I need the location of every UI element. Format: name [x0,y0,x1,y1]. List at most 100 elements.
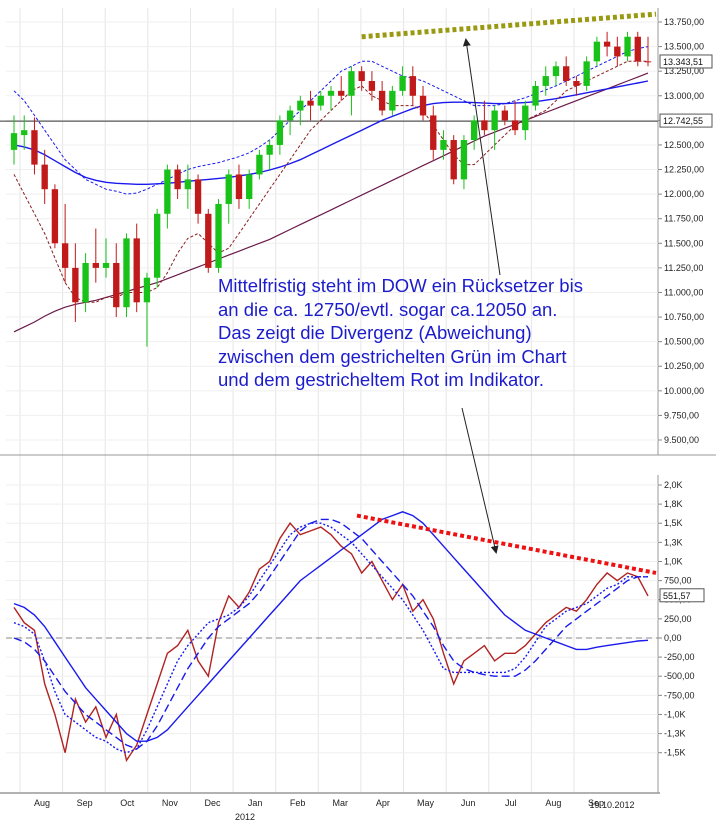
grid [0,8,716,794]
month-label: Feb [290,798,306,808]
indicator-divergence-trendline [356,513,657,575]
candle-body [133,238,140,303]
candle-body [419,95,427,116]
annotation-line-4: zwischen dem gestrichelten Grün im Chart [218,345,567,367]
candle [552,61,560,86]
candle [470,115,478,150]
candle [286,105,294,136]
candle-body [164,169,171,214]
candle-body [368,81,376,91]
candle [266,140,273,170]
candle [634,31,641,67]
candle-body [235,174,243,200]
indicator-tick-label: -1,3K [664,729,686,739]
indicator-axis: -1,5K -1,3K -1,0K -750,00 -500,00 -250,00 0,00… [6,480,695,758]
candle [194,174,202,224]
candle [501,105,509,126]
indicator-tick-label: -750,00 [664,690,695,700]
candle-body [501,110,509,121]
price-tick-label: 13.750,00 [664,17,704,27]
indicator-tick-label: 750,00 [664,576,692,586]
candle-body [123,238,130,308]
candle-body [481,120,488,131]
annotation-text: Mittelfristig steht im DOW ein Rücksetze… [218,274,658,392]
candle-body [378,90,386,111]
price-tick-label: 10.500,00 [664,337,704,347]
candle-body [583,61,590,86]
envelope-upper-dashed [13,46,649,195]
candle [399,66,406,96]
candle [113,243,120,318]
candle [215,199,222,273]
candle [532,81,539,111]
candle-body [215,203,222,268]
candle [378,81,386,116]
price-tick-label: 12.250,00 [664,165,704,175]
month-label: Jul [505,798,517,808]
candle-body [61,243,69,268]
indicator-series-2 [13,522,648,754]
candle [297,95,304,126]
candle-body [307,100,314,106]
price-tick-label: 11.750,00 [664,214,703,224]
support-level-label: 12.742,55 [663,116,703,126]
candle-body [143,277,151,303]
month-label: Jun [461,798,476,808]
price-tick-label: 12.000,00 [664,189,704,199]
candle-body [31,130,38,165]
indicator-tick-label: 1,8K [664,499,683,509]
candle [563,56,570,86]
candle [573,76,580,96]
candle [624,31,631,62]
candle [460,135,468,190]
candle-body [522,105,529,131]
candle [21,115,28,150]
candle-body [266,144,273,155]
candle-body [10,133,18,150]
candle [593,36,601,67]
candle-body [246,174,253,200]
candle-body [82,262,89,303]
candle-body [317,95,324,106]
price-tick-label: 11.250,00 [664,263,703,273]
annotation-line-5: und dem gestricheltem Rot im Indikator. [218,369,544,391]
annotation-line-3: Das zeigt die Divergenz (Abweichung) [218,322,532,344]
candle [389,85,396,116]
candle-body [327,90,335,96]
month-label: Dec [204,798,221,808]
candle-body [348,71,355,96]
candle-body [194,179,202,214]
candle [603,31,611,57]
candle-body [153,213,161,278]
candle [92,228,99,283]
last-value-label: 551,57 [663,591,691,601]
candle [174,164,181,200]
candle [61,203,69,283]
candle-body [532,85,539,106]
candle [51,184,59,249]
candle [450,135,457,185]
candle [430,105,437,160]
month-label: Apr [376,798,390,808]
month-label: Nov [162,798,179,808]
candle-body [184,179,192,190]
price-tick-label: 9.500,00 [664,435,699,445]
indicator-tick-label: -500,00 [664,671,695,681]
indicator-tick-label: 1,3K [664,537,683,547]
candle [368,71,376,101]
candle-body [460,140,468,180]
candle [225,169,232,224]
candle-body [491,110,498,131]
candle-body [450,140,457,180]
price-tick-label: 12.500,00 [664,140,704,150]
price-tick-label: 11.500,00 [664,238,703,248]
candle-body [634,36,641,62]
month-label: Aug [34,798,50,808]
candle [10,115,18,165]
month-label: Sep [588,798,604,808]
price-tick-label: 11.000,00 [664,287,703,297]
candle-body [41,164,48,190]
candle [522,100,529,141]
candle-body [563,66,570,82]
indicator-tick-label: -1,0K [664,709,686,719]
